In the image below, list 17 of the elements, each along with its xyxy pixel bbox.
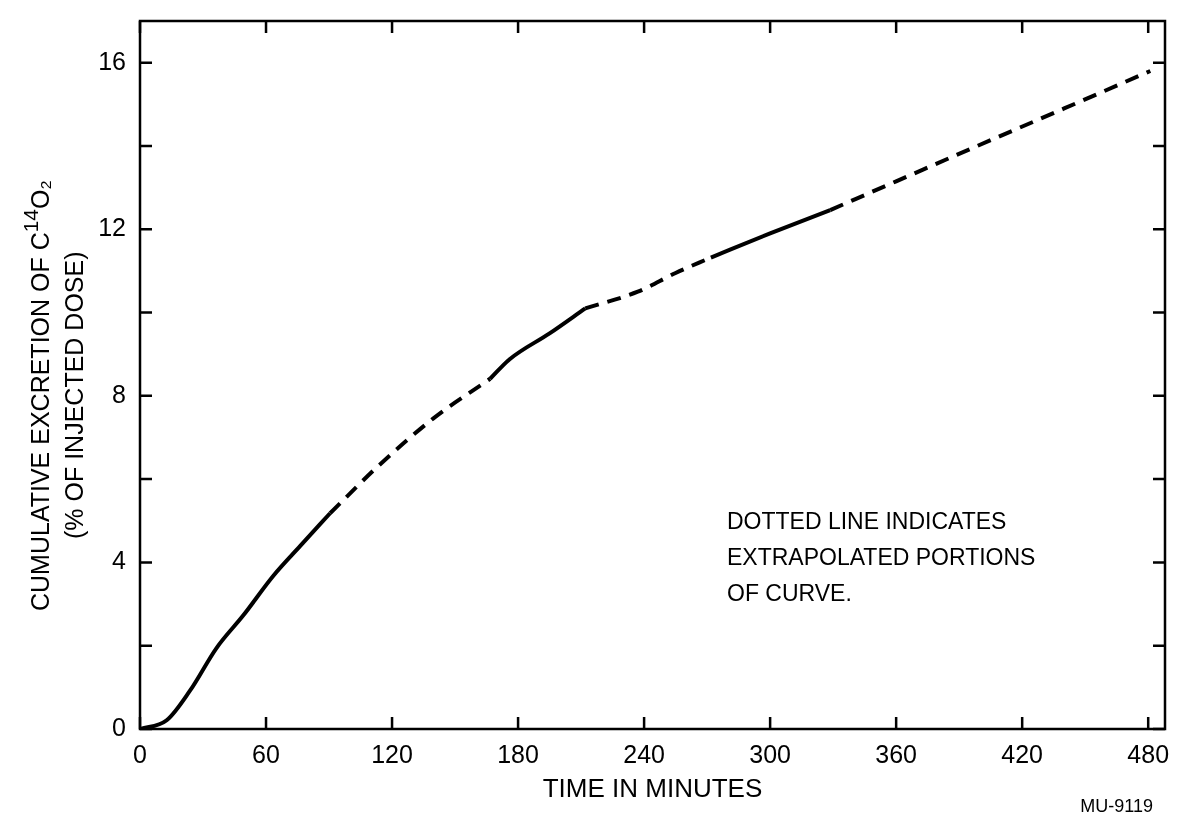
x-tick-label: 240 xyxy=(623,739,665,768)
text: MU-9119 xyxy=(1080,796,1153,816)
y-tick-label: 12 xyxy=(98,213,126,242)
x-tick-label: 480 xyxy=(1127,739,1170,768)
y-tick-label: 0 xyxy=(112,712,126,741)
x-tick-label: 120 xyxy=(371,739,413,768)
annotation: DOTTED LINE INDICATES EXTRAPOLATED PORTIONS OF CURVE. xyxy=(727,508,1036,606)
x-tick-label: 360 xyxy=(875,739,918,768)
y-tick-label: 8 xyxy=(112,379,126,408)
x-tick-label: 0 xyxy=(133,739,147,768)
x-tick-label: 60 xyxy=(252,739,280,768)
x-tick-label: 180 xyxy=(497,739,539,768)
y-tick-label: 16 xyxy=(98,46,126,75)
x-tick-label: 420 xyxy=(1001,739,1044,768)
x-axis-title: TIME IN MINUTES xyxy=(542,773,763,803)
y-tick-label: 4 xyxy=(112,546,127,575)
x-tick-label: 300 xyxy=(749,739,791,768)
